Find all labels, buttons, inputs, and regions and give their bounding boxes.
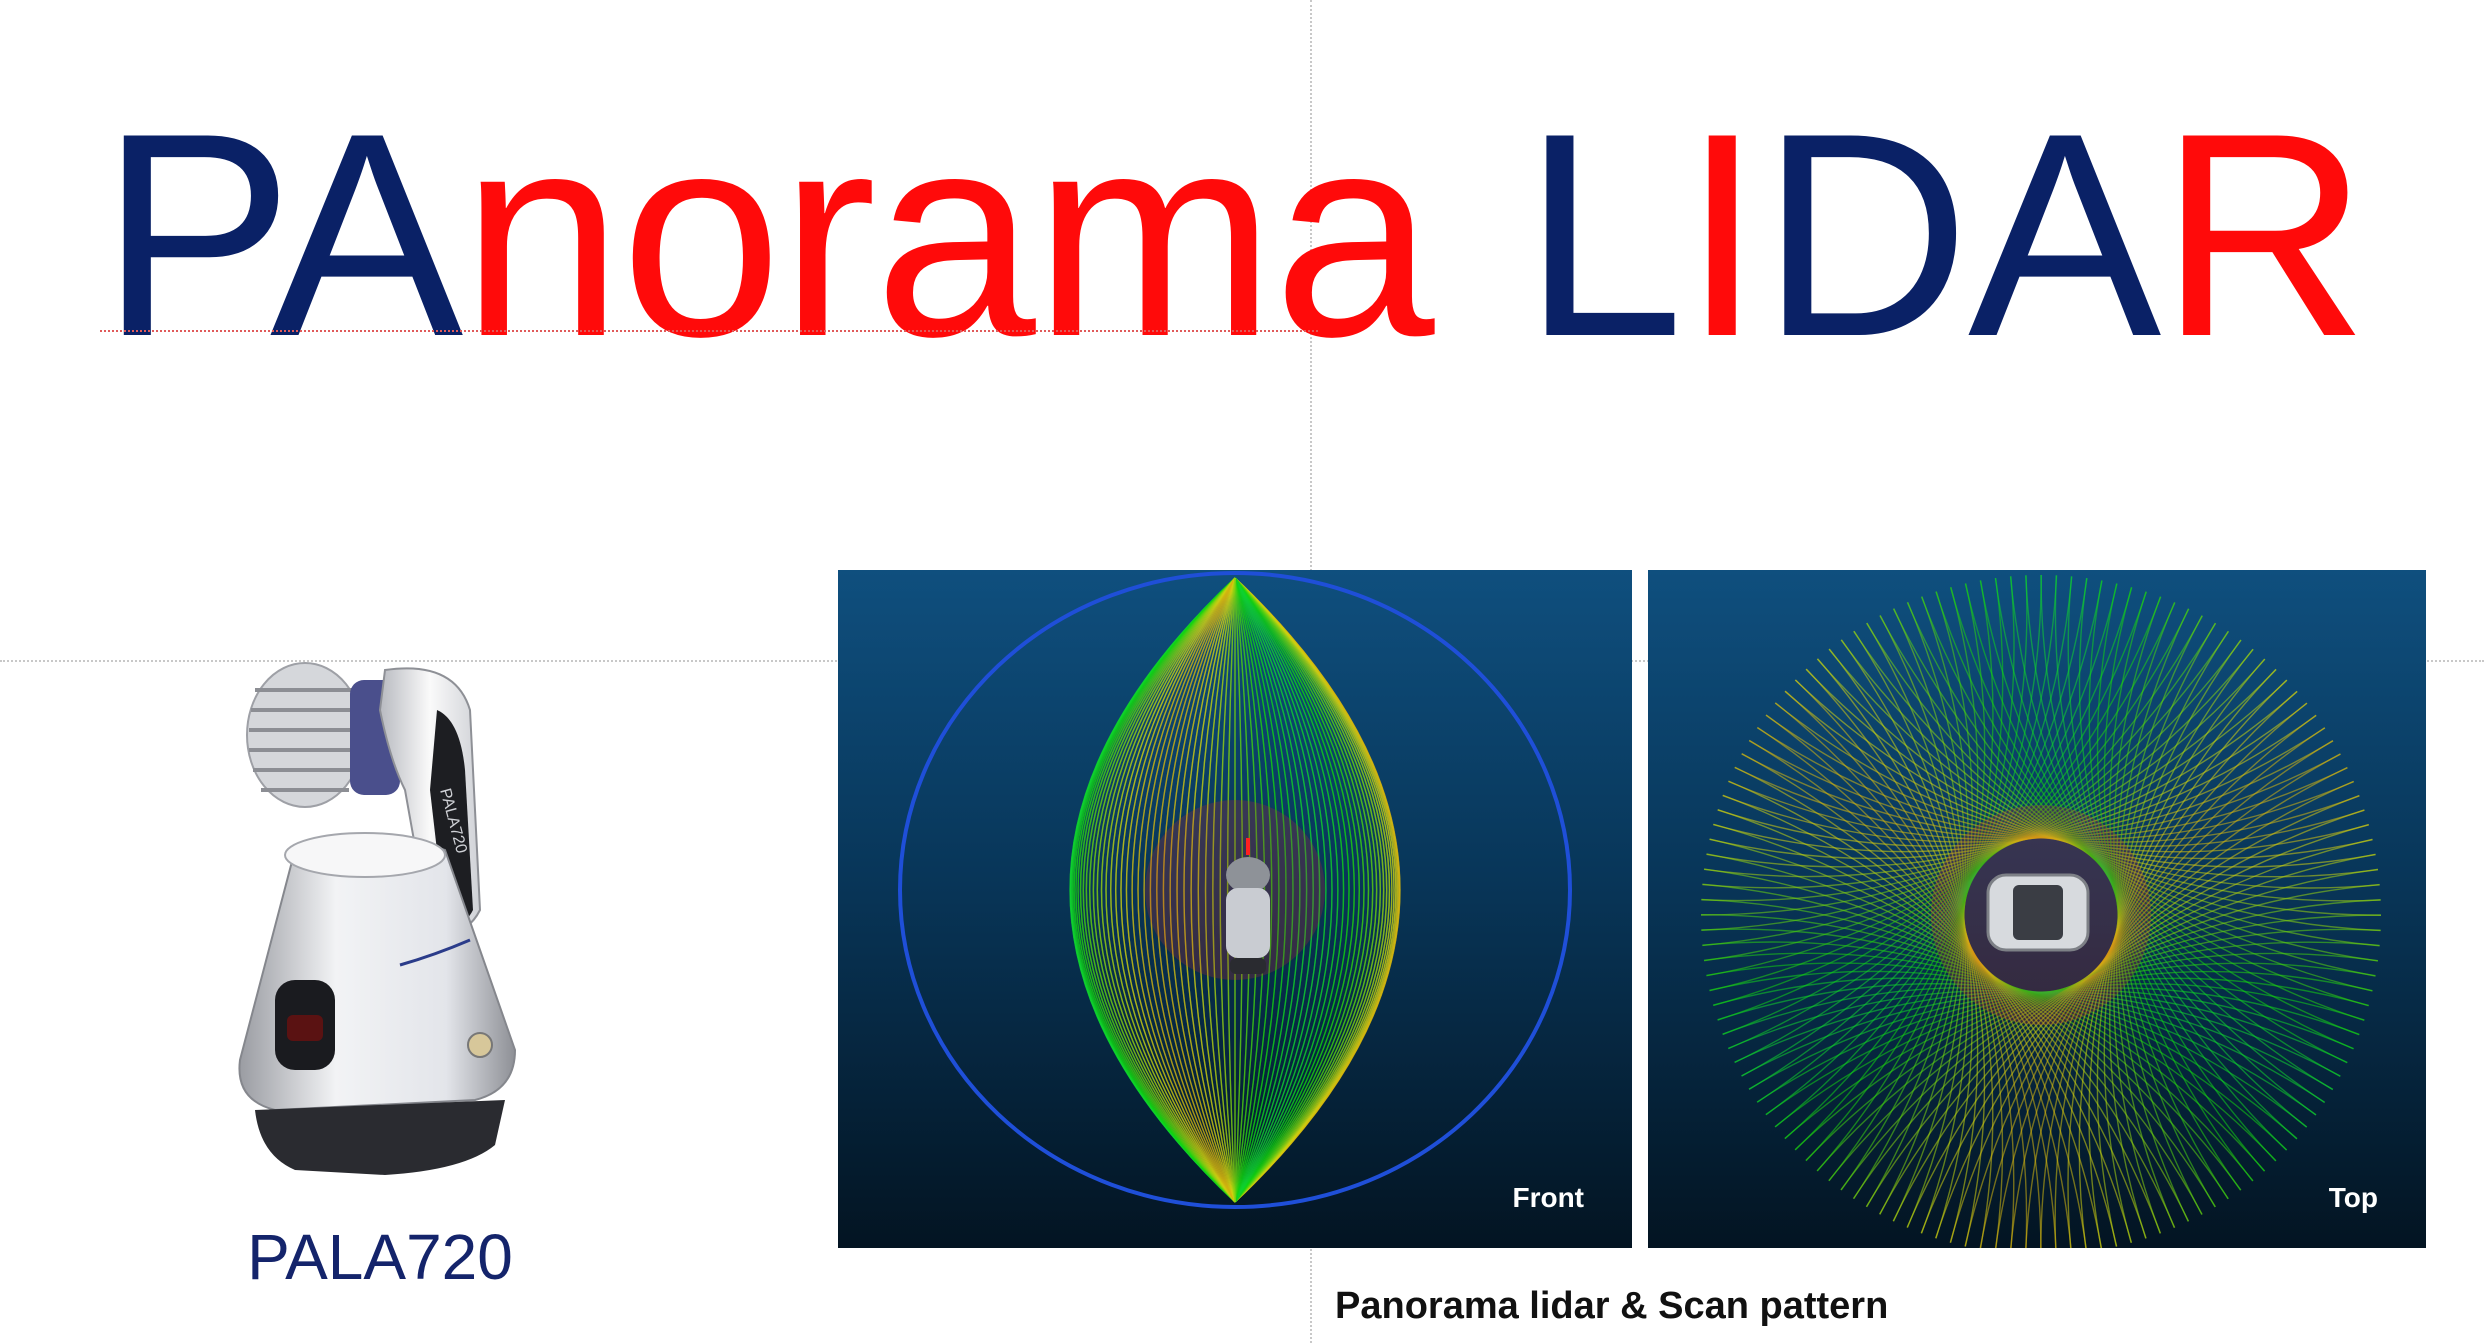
scan-line: [1234, 577, 1365, 1203]
scan-line: [1162, 577, 1236, 1203]
scan-line: [1234, 577, 1333, 1203]
scan-line: [1096, 577, 1236, 1203]
scan-line: [1234, 577, 1327, 1203]
scan-line: [1234, 577, 1388, 1203]
scan-line: [1120, 577, 1236, 1203]
title-segment: norama: [461, 73, 1434, 397]
top-view-label: Top: [2328, 1182, 2378, 1213]
scan-line: [1234, 577, 1345, 1203]
scan-line: [1234, 577, 1287, 1203]
scan-line: [1234, 577, 1301, 1203]
title-segment: PA: [100, 73, 463, 397]
scan-line: [1234, 577, 1390, 1203]
scan-line: [1234, 577, 1381, 1203]
scan-line: [1089, 577, 1236, 1203]
scan-line: [1125, 577, 1236, 1203]
device-top-glyph: [1986, 873, 2090, 952]
scan-line: [1085, 577, 1236, 1203]
scan-line: [1080, 577, 1236, 1203]
scan-line: [1234, 577, 1280, 1203]
scan-line: [1234, 577, 1355, 1203]
product-name: PALA720: [247, 1221, 513, 1293]
scan-line: [1234, 577, 1350, 1203]
scan-line: [1149, 577, 1236, 1203]
front-view-label: Front: [1512, 1182, 1584, 1213]
scan-line: [1219, 577, 1236, 1203]
scan-line: [1105, 577, 1236, 1203]
scan-line: [1156, 577, 1236, 1203]
scan-line: [1852, 899, 2381, 1199]
scan-line: [1234, 577, 1393, 1203]
scan-line: [1143, 577, 1236, 1203]
title-segment: R: [2159, 73, 2368, 397]
scan-line: [1234, 577, 1308, 1203]
scan-line: [1115, 577, 1236, 1203]
title-segment: I: [1681, 73, 1763, 397]
device-led: [467, 1032, 493, 1058]
scan-line: [1234, 577, 1385, 1203]
lidar-device-image: PALA720: [215, 640, 575, 1200]
scan-line: [1183, 577, 1236, 1203]
scanner-fin-head: [246, 662, 400, 808]
scan-line: [1234, 577, 1395, 1203]
title-segment: DA: [1760, 73, 2162, 397]
scan-line: [1082, 577, 1236, 1203]
title-segment: L: [1522, 73, 1684, 397]
scan-line: [1197, 577, 1236, 1203]
scan-pattern-top-view: Top: [1648, 570, 2426, 1248]
scan-line: [1234, 577, 1294, 1203]
scan-line: [1226, 577, 1236, 1203]
scan-line: [1100, 577, 1236, 1203]
scan-line: [1176, 577, 1236, 1203]
figure-caption: Panorama lidar & Scan pattern: [1335, 1285, 1889, 1327]
scan-line: [1234, 577, 1321, 1203]
scan-line: [1234, 577, 1360, 1203]
scan-line: [1212, 577, 1236, 1203]
page-title: PAnorama LIDAR: [100, 73, 2369, 397]
scan-line: [1234, 577, 1370, 1203]
scan-line: [1190, 577, 1236, 1203]
scan-line: [1077, 577, 1236, 1203]
title-underline: [100, 330, 1318, 332]
scan-line: [1075, 577, 1236, 1203]
scan-line: [1169, 577, 1236, 1203]
scan-line: [1234, 577, 1314, 1203]
scan-line: [1204, 577, 1236, 1203]
scan-line: [1110, 577, 1236, 1203]
scan-line: [1234, 577, 1339, 1203]
scan-line: [1234, 577, 1378, 1203]
scan-line: [1234, 577, 1273, 1203]
scan-pattern-front-view: Front: [838, 570, 1632, 1248]
scan-line: [1131, 577, 1236, 1203]
device-front-glyph: [1226, 838, 1270, 974]
scan-line: [1234, 577, 1374, 1203]
scan-line: [1092, 577, 1236, 1203]
scan-line: [1137, 577, 1236, 1203]
